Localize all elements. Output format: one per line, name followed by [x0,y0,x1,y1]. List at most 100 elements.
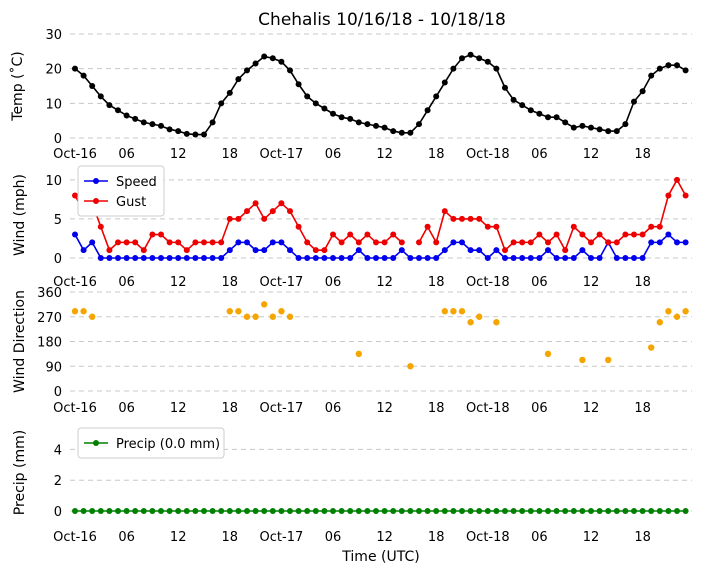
data-point [631,508,637,514]
data-point [605,508,612,514]
data-point [373,122,379,129]
data-point [510,255,517,261]
data-point [484,508,491,514]
x-tick-label: 12 [583,275,600,290]
data-point [631,98,637,105]
data-point [132,508,139,514]
data-point [338,239,345,246]
data-point [665,508,672,514]
x-axis-label: Time (UTC) [341,549,419,565]
data-point [450,215,457,222]
data-point [441,247,448,254]
x-tick-label: 12 [583,147,600,162]
data-point [132,255,139,261]
data-point [278,58,285,65]
data-point [596,508,603,514]
data-point [622,255,629,261]
data-point [235,508,242,514]
data-point [433,255,440,261]
data-point [201,131,207,138]
data-point [613,128,620,135]
data-point [97,223,104,230]
data-point [175,255,182,261]
data-point [673,313,681,320]
data-point [622,121,629,128]
data-point [80,72,87,79]
x-tick-label: 06 [531,401,548,416]
data-point [252,313,259,320]
data-point [656,508,663,514]
data-point [321,508,328,514]
data-point [433,93,440,100]
data-point [536,255,543,261]
data-point [312,100,319,107]
data-point [295,508,302,514]
data-point [347,231,354,238]
data-point [476,215,483,222]
legend: Speed Gust [77,165,165,217]
legend-item-gust: Gust [84,195,146,210]
data-point [132,115,139,122]
data-point [183,130,190,137]
data-point [252,200,259,207]
legend-item-precip-0-0-mm: Precip (0.0 mm) [84,437,220,452]
x-tick-label: 18 [634,401,651,416]
data-point [261,508,268,514]
data-point [596,231,603,238]
data-point [588,508,594,514]
data-point [355,247,362,254]
data-point [484,58,491,65]
data-point [562,247,569,254]
data-point [201,239,207,246]
x-tick-label: 12 [583,401,600,416]
data-point [183,508,190,514]
data-point [295,81,302,88]
data-point [192,131,199,138]
data-point [72,192,78,199]
data-point [510,96,517,103]
data-point [80,308,87,315]
legend-box [77,427,225,459]
data-point [682,239,689,246]
data-point [390,508,397,514]
data-point [244,67,250,74]
data-point [72,508,78,514]
data-point [424,508,431,514]
data-point [226,247,233,254]
data-point [570,124,577,131]
data-point [622,508,629,514]
data-point [639,231,646,238]
y-tick-label: 5 [54,213,62,228]
data-point [304,93,311,100]
y-tick-label: 20 [45,63,62,78]
data-point [72,231,78,238]
data-point [484,255,491,261]
x-tick-label: Oct-18 [466,147,510,162]
data-point [226,308,233,315]
data-point [596,126,603,133]
data-point [243,313,251,320]
x-tick-label: Oct-18 [466,530,510,545]
data-point [390,231,397,238]
data-point [183,247,190,254]
x-tick-label: 18 [634,147,651,162]
data-point [355,508,362,514]
data-point [278,239,285,246]
data-point [450,239,457,246]
legend-label: Gust [116,195,146,210]
data-point [235,239,242,246]
legend: Precip (0.0 mm) [77,427,225,459]
data-point [510,508,517,514]
x-tick-label: 06 [531,530,548,545]
data-point [553,508,560,514]
data-point [72,65,78,72]
data-point [613,239,620,246]
data-point [682,308,689,315]
x-tick-label: 18 [222,530,239,545]
data-point [115,107,121,114]
data-point [123,112,130,119]
data-point [364,508,371,514]
data-point [605,239,612,246]
data-point [261,247,268,254]
data-point [373,255,379,261]
